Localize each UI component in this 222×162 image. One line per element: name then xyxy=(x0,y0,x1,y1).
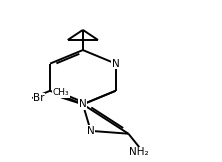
Text: NH₂: NH₂ xyxy=(129,147,149,157)
Text: Br: Br xyxy=(33,93,45,103)
Text: N: N xyxy=(79,99,87,109)
Text: N: N xyxy=(87,126,95,136)
Text: N: N xyxy=(112,59,119,69)
Text: CH₃: CH₃ xyxy=(53,88,69,97)
